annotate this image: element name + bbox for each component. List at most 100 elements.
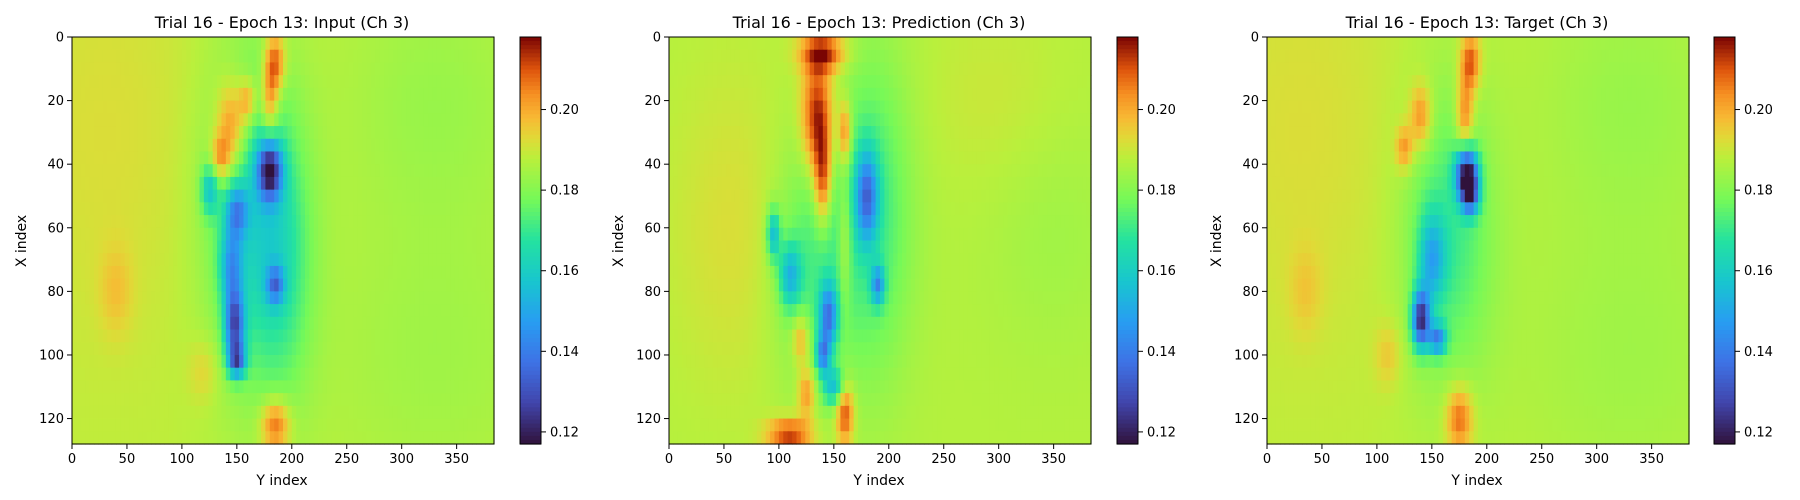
- heatmap-cell: [120, 291, 126, 305]
- heatmap-cell: [445, 189, 451, 203]
- heatmap-cell: [436, 164, 442, 178]
- heatmap-cell: [309, 329, 315, 343]
- heatmap-cell: [967, 202, 973, 216]
- heatmap-cell: [1082, 215, 1088, 229]
- heatmap-cell: [137, 418, 143, 432]
- heatmap-cell: [950, 37, 956, 51]
- heatmap-cell: [195, 278, 201, 292]
- heatmap-cell: [239, 126, 245, 140]
- heatmap-cell: [296, 113, 302, 127]
- heatmap-cell: [963, 100, 969, 114]
- heatmap-cell: [397, 240, 403, 254]
- heatmap-cell: [981, 138, 987, 153]
- heatmap-cell: [181, 49, 187, 64]
- heatmap-cell: [256, 380, 262, 394]
- heatmap-cell: [366, 138, 372, 153]
- heatmap-cell: [80, 240, 86, 254]
- heatmap-cell: [972, 138, 978, 153]
- heatmap-cell: [1029, 49, 1035, 64]
- colorbar-segment: [520, 277, 541, 282]
- heatmap-cell: [844, 215, 850, 229]
- heatmap-cell: [89, 164, 95, 178]
- heatmap-cell: [458, 49, 464, 64]
- heatmap-cell: [862, 49, 868, 64]
- heatmap-cell: [203, 354, 209, 369]
- heatmap-cell: [458, 62, 464, 76]
- y-tick-label: 20: [47, 94, 64, 109]
- heatmap-cell: [480, 316, 486, 331]
- heatmap-cell: [445, 100, 451, 114]
- heatmap-cell: [155, 151, 161, 165]
- heatmap-cell: [164, 278, 170, 292]
- heatmap-cell: [480, 151, 486, 165]
- heatmap-cell: [708, 202, 714, 216]
- heatmap-cell: [309, 240, 315, 254]
- heatmap-cell: [844, 113, 850, 127]
- heatmap-cell: [682, 240, 688, 254]
- heatmap-cell: [107, 176, 113, 191]
- heatmap-cell: [291, 367, 297, 382]
- heatmap-cell: [318, 151, 324, 165]
- heatmap-cell: [221, 405, 227, 420]
- heatmap-cell: [217, 62, 223, 76]
- heatmap-cell: [844, 253, 850, 267]
- heatmap-cell: [85, 380, 91, 394]
- heatmap-cell: [1020, 62, 1026, 76]
- heatmap-cell: [937, 253, 943, 267]
- heatmap-cell: [814, 37, 820, 51]
- heatmap-cell: [98, 253, 104, 267]
- heatmap-cell: [344, 393, 350, 407]
- heatmap-cell: [375, 405, 381, 420]
- colorbar-segment: [520, 382, 541, 388]
- heatmap-cell: [107, 100, 113, 114]
- heatmap-cell: [822, 176, 828, 191]
- heatmap-cell: [897, 164, 903, 178]
- heatmap-cell: [423, 393, 429, 407]
- heatmap-cell: [261, 380, 267, 394]
- heatmap-cell: [472, 189, 478, 203]
- heatmap-cell: [190, 113, 196, 127]
- heatmap-cell: [419, 431, 425, 445]
- heatmap-cell: [392, 227, 398, 242]
- heatmap-cell: [726, 164, 732, 178]
- heatmap-cell: [436, 49, 442, 64]
- heatmap-cell: [831, 49, 837, 64]
- heatmap-cell: [919, 240, 925, 254]
- heatmap-cell: [274, 367, 280, 382]
- heatmap-cell: [252, 151, 258, 165]
- heatmap-cell: [344, 431, 350, 445]
- heatmap-cell: [133, 176, 139, 191]
- heatmap-cell: [919, 126, 925, 140]
- heatmap-cell: [142, 164, 148, 178]
- heatmap-cell: [476, 367, 482, 382]
- heatmap-cell: [146, 75, 152, 89]
- heatmap-cell: [783, 62, 789, 76]
- heatmap-cell: [923, 62, 929, 76]
- heatmap-cell: [787, 176, 793, 191]
- heatmap-cell: [203, 253, 209, 267]
- heatmap-cell: [695, 138, 701, 153]
- heatmap-cell: [287, 393, 293, 407]
- heatmap-cell: [89, 37, 95, 51]
- heatmap-cell: [436, 151, 442, 165]
- heatmap-cell: [432, 367, 438, 382]
- heatmap-cell: [146, 342, 152, 356]
- heatmap-cell: [252, 265, 258, 280]
- heatmap-cell: [862, 138, 868, 153]
- heatmap-cell: [234, 151, 240, 165]
- heatmap-cell: [1020, 253, 1026, 267]
- heatmap-cell: [866, 62, 872, 76]
- heatmap-cell: [822, 138, 828, 153]
- heatmap-cell: [463, 189, 469, 203]
- heatmap-cell: [743, 215, 749, 229]
- heatmap-cell: [212, 100, 218, 114]
- heatmap-cell: [309, 126, 315, 140]
- heatmap-cell: [186, 151, 192, 165]
- heatmap-cell: [326, 176, 332, 191]
- heatmap-cell: [98, 240, 104, 254]
- heatmap-cell: [217, 202, 223, 216]
- heatmap-cell: [406, 100, 412, 114]
- heatmap-cell: [340, 304, 346, 318]
- heatmap-cell: [1055, 189, 1061, 203]
- heatmap-cell: [752, 164, 758, 178]
